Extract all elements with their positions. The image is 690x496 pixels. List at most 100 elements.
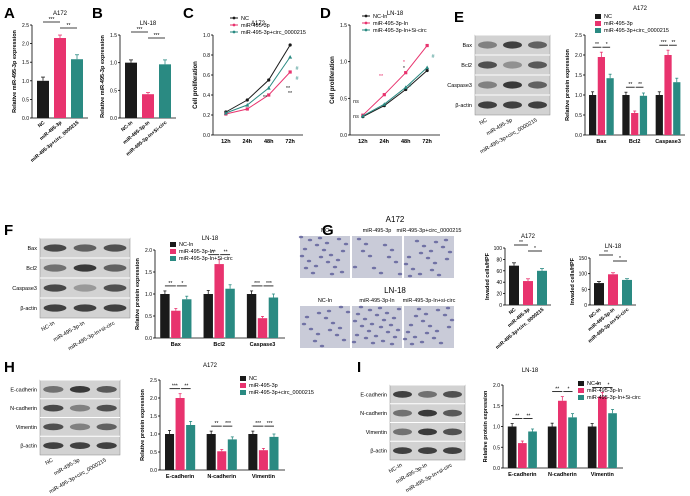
g-cell [438, 341, 444, 345]
d-x-tick-label: 24h [380, 139, 390, 145]
g-cell [314, 243, 320, 247]
i-legend-entry: NC-In [587, 381, 601, 387]
h-blot-label: N-cadherin [10, 406, 37, 412]
g-cell [359, 324, 365, 328]
f-blot-band [73, 304, 97, 312]
i-blot-band [418, 391, 437, 398]
g-cell [318, 255, 324, 259]
c-x-tick-label: 48h [264, 139, 274, 145]
c-point [267, 93, 271, 97]
g1-bar [523, 281, 533, 305]
d-point [404, 71, 408, 75]
g-cell [340, 249, 346, 253]
i-bar [528, 431, 537, 468]
i-x-tick-label: N-cadherin [548, 472, 577, 478]
f-blot-band [103, 244, 127, 252]
i-bar [557, 400, 567, 468]
c-point [223, 111, 228, 115]
g2-title: LN-18 [605, 244, 622, 250]
h-blot-band [43, 404, 64, 412]
i-blot-band [418, 428, 437, 436]
e-bar [655, 95, 663, 135]
h-y-tick-label: 0.0 [150, 468, 157, 474]
g-micrograph [352, 236, 402, 278]
i-sig-label: * [567, 387, 569, 393]
f-bar [246, 294, 257, 338]
g-row1-title: A172 [386, 215, 405, 224]
g-cell [307, 238, 313, 242]
g-cell [389, 342, 395, 346]
d-point [425, 65, 430, 70]
g-cell [434, 329, 440, 333]
g-cell [416, 307, 422, 311]
g-cell [332, 265, 338, 269]
g-cell [429, 268, 435, 272]
i-x-tick-label: E-cadherin [508, 472, 537, 478]
d-y-tick-label: 0.0 [340, 133, 347, 139]
g-cell [431, 336, 437, 340]
h-sig-label: ** [184, 384, 188, 390]
c-point [245, 107, 249, 111]
g-cell [330, 321, 336, 325]
h-legend-swatch [240, 383, 246, 388]
g-cell [433, 240, 439, 244]
g-cell [315, 332, 321, 336]
g-cell [325, 260, 331, 264]
g-cell [413, 314, 419, 318]
g2-bar [608, 274, 618, 305]
e-bar [589, 95, 597, 135]
f-sig-label: *** [266, 281, 272, 287]
a-bar [71, 59, 83, 118]
g-cell [412, 335, 418, 339]
d-point [382, 102, 387, 106]
a-bar [54, 38, 66, 118]
g-cell [366, 329, 372, 333]
d-legend-entry: miR-495-3p-In+Si-circ [373, 28, 427, 34]
g-cell [380, 339, 386, 343]
panel-letter-c: C [183, 5, 194, 22]
f-bar [257, 318, 268, 338]
i-y-tick-label: 0.0 [493, 466, 500, 472]
d-point [403, 85, 408, 89]
f-y-tick-label: 1.0 [145, 292, 152, 298]
g-cell [374, 313, 380, 317]
g-cell [328, 253, 334, 257]
f-x-tick-label: Bax [171, 342, 182, 348]
c-series-line [225, 71, 291, 115]
c-series-line [225, 56, 291, 114]
d-title: LN-18 [387, 11, 404, 17]
g-cell [310, 271, 316, 275]
d-y-label: Cell proliferation [330, 56, 336, 104]
c-y-tick-label: 0.0 [203, 133, 210, 139]
e-blot-band [528, 101, 547, 109]
b-y-tick-label: 0.0 [110, 116, 117, 122]
h-blot-band [69, 386, 91, 393]
i-y-tick-label: 2.0 [493, 383, 500, 389]
h-blot-band [96, 442, 117, 449]
e-legend-swatch [595, 14, 601, 19]
g-cell [419, 340, 425, 344]
g-micrograph-label: NC-In [318, 298, 332, 304]
g-cell [425, 256, 431, 260]
g-cell [303, 266, 309, 270]
c-legend-entry: miR-495-3p [241, 23, 270, 29]
h-bar [258, 450, 268, 470]
g1-y-tick-label: 20 [496, 292, 502, 298]
d-point [360, 113, 365, 118]
i-blot-band [418, 409, 437, 417]
g-cell [337, 326, 343, 330]
h-blot-band [43, 386, 64, 393]
h-blot-band [96, 404, 117, 412]
d-x-tick-label: 72h [422, 139, 432, 145]
d-annotation: # [408, 83, 412, 89]
c-point [266, 86, 271, 90]
g-micrograph-label: NC [321, 228, 329, 234]
g-cell [384, 311, 390, 315]
f-sig-label: ** [168, 281, 172, 287]
e-blot-band [478, 41, 497, 49]
e-legend-swatch [595, 28, 601, 33]
g-cell [449, 318, 455, 322]
i-title: LN-18 [522, 368, 539, 374]
f-legend-swatch [170, 242, 176, 247]
d-annotation: * [403, 60, 406, 66]
